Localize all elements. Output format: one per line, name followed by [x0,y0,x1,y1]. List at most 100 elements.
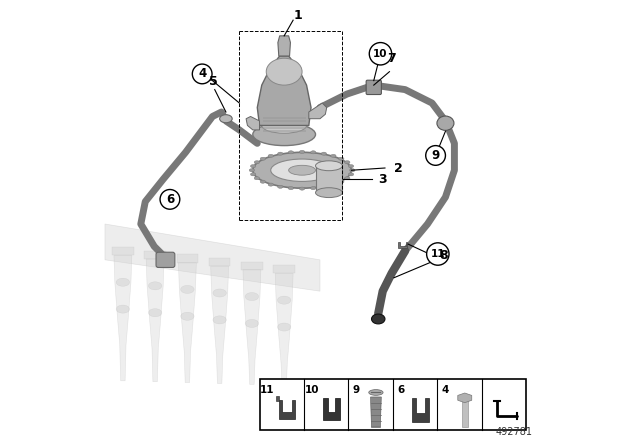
Ellipse shape [116,305,130,313]
Text: 492781: 492781 [496,427,533,437]
Ellipse shape [310,186,316,190]
Polygon shape [209,258,230,266]
Polygon shape [260,379,526,430]
Ellipse shape [266,58,302,85]
Ellipse shape [148,309,162,317]
Text: 7: 7 [387,52,396,65]
Ellipse shape [349,169,355,172]
Ellipse shape [213,289,227,297]
Polygon shape [276,396,279,401]
Ellipse shape [245,293,259,301]
Text: 6: 6 [166,193,174,206]
Text: 9: 9 [353,385,360,395]
Ellipse shape [348,173,354,176]
Polygon shape [279,400,295,418]
Text: 2: 2 [394,161,403,175]
Ellipse shape [278,152,283,155]
Ellipse shape [254,161,260,164]
Polygon shape [458,393,472,403]
Ellipse shape [268,183,273,186]
Ellipse shape [288,151,294,154]
Ellipse shape [278,296,291,304]
Ellipse shape [260,180,266,183]
Polygon shape [257,56,311,125]
Ellipse shape [148,282,162,290]
Polygon shape [398,242,408,248]
Ellipse shape [437,116,454,130]
Polygon shape [262,117,306,119]
Ellipse shape [250,173,256,176]
Ellipse shape [344,161,350,164]
Circle shape [427,243,449,265]
Polygon shape [177,254,198,263]
Ellipse shape [116,278,130,286]
Polygon shape [145,251,166,259]
Polygon shape [211,266,228,383]
Ellipse shape [250,164,256,168]
Ellipse shape [339,157,344,160]
Ellipse shape [220,115,232,123]
Text: 9: 9 [431,149,440,162]
Ellipse shape [180,312,194,320]
Ellipse shape [213,316,227,324]
Ellipse shape [288,186,294,190]
Polygon shape [262,124,306,125]
Circle shape [369,43,392,65]
Ellipse shape [180,285,194,293]
Text: 1: 1 [293,9,302,22]
Circle shape [426,146,445,165]
Ellipse shape [254,177,260,180]
Polygon shape [114,255,132,381]
Polygon shape [323,398,340,420]
Polygon shape [112,247,134,255]
Polygon shape [262,127,306,129]
Ellipse shape [300,187,305,190]
Ellipse shape [271,159,333,181]
Ellipse shape [262,118,307,134]
Ellipse shape [321,185,326,188]
FancyBboxPatch shape [366,80,381,95]
Ellipse shape [300,151,305,153]
Text: 4: 4 [198,67,206,81]
Text: 10: 10 [305,385,319,395]
Circle shape [192,64,212,84]
Ellipse shape [348,164,354,168]
Ellipse shape [371,314,385,324]
Ellipse shape [369,390,383,395]
Text: 10: 10 [373,49,388,59]
Polygon shape [273,265,295,273]
Polygon shape [246,116,260,130]
Ellipse shape [245,319,259,327]
Ellipse shape [249,169,255,172]
Polygon shape [105,224,320,291]
Polygon shape [243,270,261,384]
Circle shape [160,190,180,209]
Ellipse shape [253,123,316,146]
Ellipse shape [278,185,283,188]
Text: 11: 11 [260,385,275,395]
Ellipse shape [316,161,342,171]
Ellipse shape [253,152,351,188]
Text: 4: 4 [442,385,449,395]
Polygon shape [241,262,262,270]
Polygon shape [146,259,164,382]
Polygon shape [278,36,291,56]
FancyBboxPatch shape [156,252,175,267]
Ellipse shape [339,180,344,183]
Polygon shape [275,273,293,385]
Text: 8: 8 [439,249,447,262]
Text: 6: 6 [397,385,404,395]
Ellipse shape [268,154,273,157]
Polygon shape [262,130,306,132]
Text: 5: 5 [209,75,218,89]
Ellipse shape [278,323,291,331]
Ellipse shape [321,152,326,155]
Polygon shape [461,398,468,427]
Polygon shape [316,166,342,193]
Ellipse shape [316,188,342,198]
Text: 11: 11 [431,249,445,259]
Polygon shape [179,263,196,383]
Ellipse shape [289,165,316,175]
Polygon shape [371,397,381,427]
Ellipse shape [331,154,336,157]
